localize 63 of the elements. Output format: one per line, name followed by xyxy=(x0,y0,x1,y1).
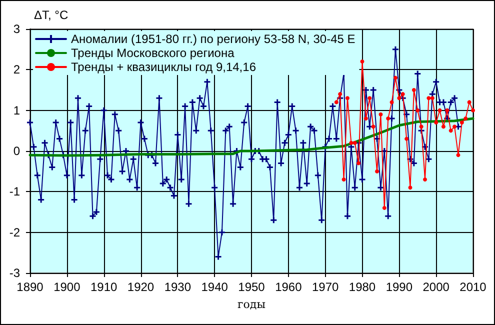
legend-label: Тренды + квазициклы год 9,14,16 xyxy=(71,60,256,74)
y-tick-label: 2 xyxy=(13,62,20,77)
point xyxy=(386,116,390,120)
point xyxy=(400,92,405,96)
x-tick-label: 1930 xyxy=(164,280,192,294)
x-tick-label: 1920 xyxy=(127,280,154,294)
y-tick-label: -1 xyxy=(9,184,20,199)
x-axis-title: годы xyxy=(238,298,266,311)
x-tick-label: 1980 xyxy=(348,280,376,294)
x-tick-label: 2000 xyxy=(422,280,450,294)
point xyxy=(360,60,364,64)
point xyxy=(460,120,464,125)
point xyxy=(356,161,361,166)
x-tick-label: 1940 xyxy=(201,280,228,294)
point xyxy=(452,124,457,129)
point xyxy=(419,124,424,129)
point xyxy=(434,120,438,125)
point xyxy=(382,206,386,210)
point xyxy=(364,116,368,120)
point xyxy=(408,186,412,190)
point xyxy=(471,108,475,112)
legend-label: Тренды Московского региона xyxy=(71,46,235,60)
point xyxy=(390,100,394,104)
point xyxy=(456,153,460,158)
point xyxy=(416,108,420,112)
point xyxy=(397,96,402,100)
point xyxy=(445,108,450,112)
x-tick-label: 1950 xyxy=(238,280,266,294)
y-axis-title: ΔT, °C xyxy=(34,8,68,22)
x-tick-label: 1890 xyxy=(16,280,44,294)
legend-label: Аномалии (1951-80 гг.) по региону 53-58 N, 30-45 E xyxy=(71,32,356,46)
point xyxy=(464,116,468,120)
x-tick-label: 1900 xyxy=(54,280,81,294)
point xyxy=(334,100,338,104)
y-tick-label: 3 xyxy=(13,22,20,36)
x-tick-label: 1960 xyxy=(275,280,302,294)
point xyxy=(448,128,453,133)
x-tick-label: 1970 xyxy=(312,280,340,294)
point xyxy=(430,96,434,100)
x-tick-label: 2010 xyxy=(460,280,487,294)
point xyxy=(368,96,372,100)
x-tick-label: 1990 xyxy=(386,280,413,294)
point xyxy=(352,140,357,145)
y-tick-label: -3 xyxy=(9,266,20,280)
point xyxy=(338,92,342,96)
point xyxy=(345,96,350,100)
point xyxy=(426,96,431,100)
point xyxy=(378,112,383,116)
y-tick-label: 1 xyxy=(13,103,20,118)
point xyxy=(375,169,380,174)
point xyxy=(441,124,446,129)
x-tick-label: 1910 xyxy=(90,280,118,294)
point xyxy=(404,136,409,141)
point xyxy=(467,100,472,104)
point xyxy=(342,177,346,182)
point xyxy=(438,108,442,112)
y-tick-label: -2 xyxy=(9,225,20,240)
point xyxy=(393,76,398,80)
point xyxy=(412,88,416,92)
point xyxy=(371,124,376,129)
point xyxy=(349,140,354,145)
y-tick-label: 0 xyxy=(13,144,20,158)
point xyxy=(423,177,428,182)
